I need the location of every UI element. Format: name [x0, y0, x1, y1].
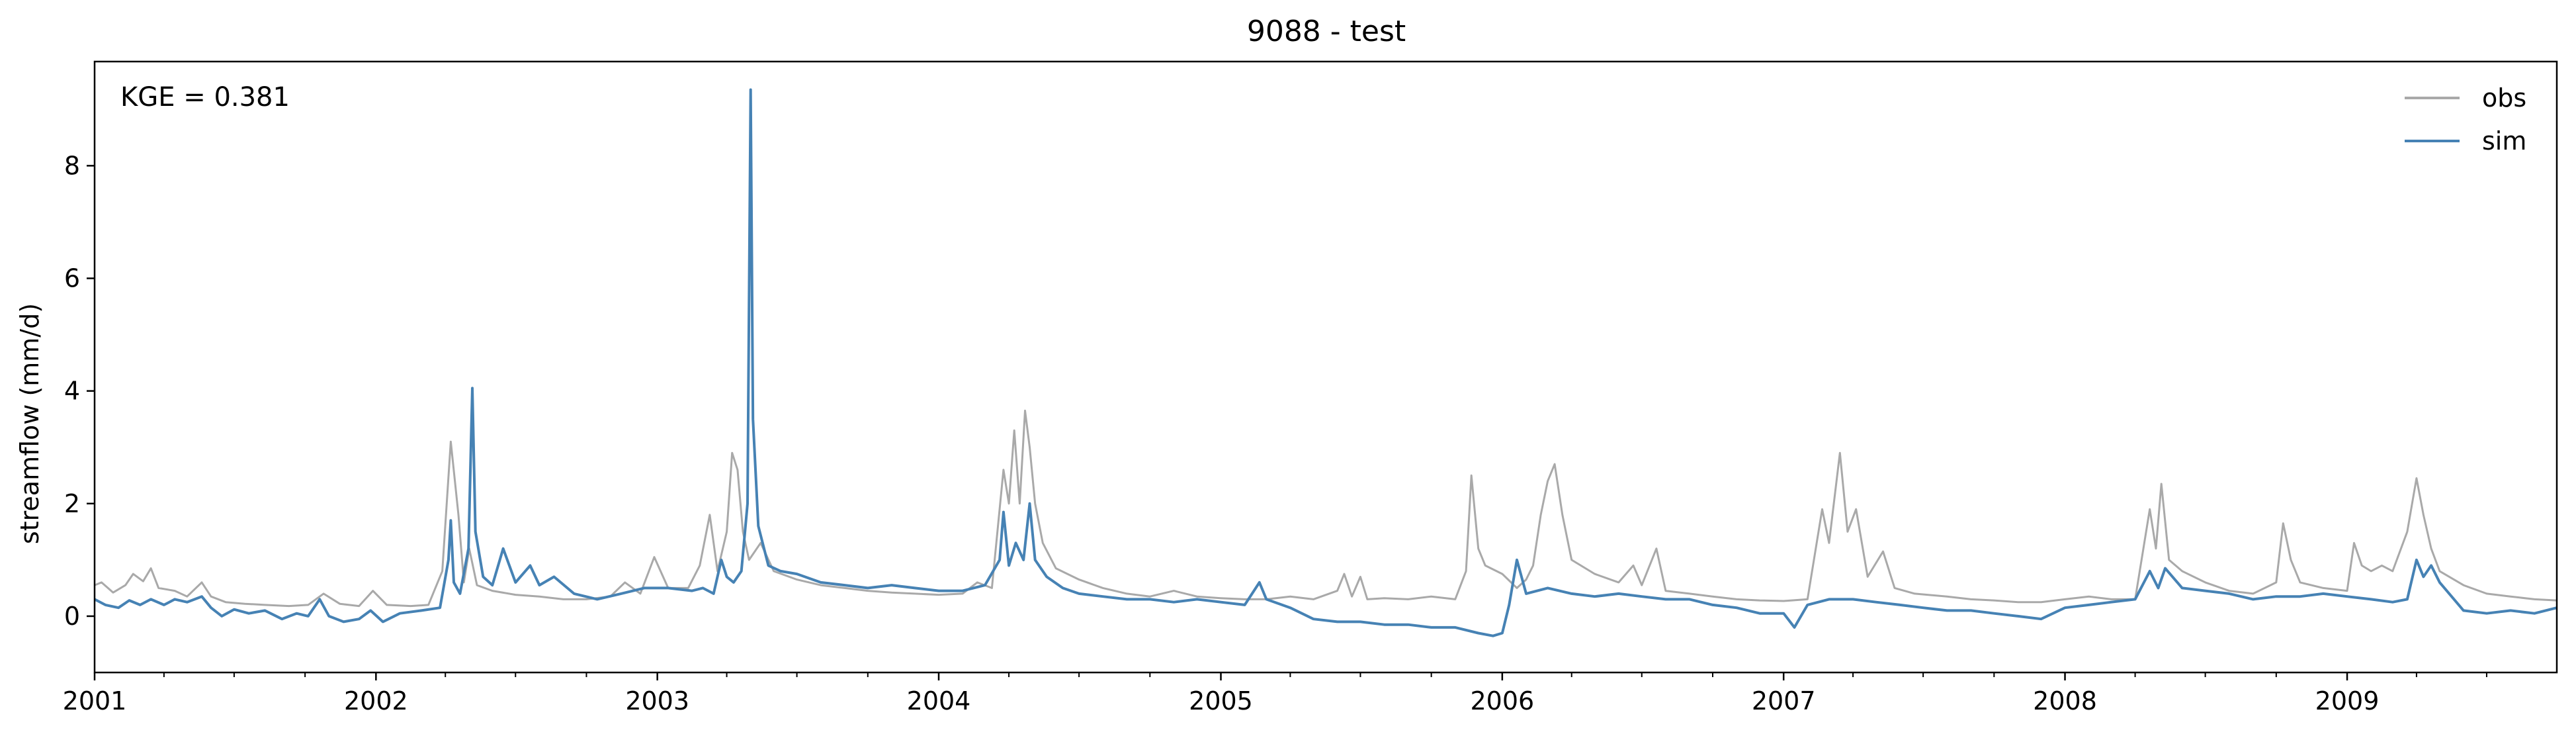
- x-tick-label: 2003: [625, 686, 689, 716]
- series-lines: [94, 88, 2557, 637]
- x-tick-label: 2002: [344, 686, 408, 716]
- chart-title: 9088 - test: [1247, 15, 1406, 48]
- y-tick-label: 0: [64, 602, 80, 631]
- series-line-sim: [94, 88, 2557, 637]
- x-tick-label: 2007: [1752, 686, 1816, 716]
- legend-label-obs: obs: [2482, 83, 2526, 113]
- plot-frame: [93, 60, 2558, 674]
- kge-annotation: KGE = 0.381: [120, 82, 290, 113]
- legend: obs sim: [2405, 83, 2526, 156]
- x-tick-label: 2008: [2033, 686, 2097, 716]
- x-tick-label: 2001: [63, 686, 127, 716]
- y-tick-label: 2: [64, 489, 80, 518]
- y-tick-label: 8: [64, 151, 80, 180]
- legend-label-sim: sim: [2482, 126, 2526, 156]
- plot-area: 0 2 4 6 8 2001 2002 2003 2004 2005 2006 2007 2008 200…: [63, 60, 2558, 716]
- y-axis-label: streamflow (mm/d): [15, 303, 44, 544]
- axis-ticks: 0 2 4 6 8 2001 2002 2003 2004 2005 2006 2007 2008 200…: [63, 151, 2487, 716]
- x-tick-label: 2006: [1470, 686, 1534, 716]
- x-tick-label: 2004: [907, 686, 971, 716]
- x-tick-label: 2005: [1189, 686, 1253, 716]
- y-tick-label: 6: [64, 264, 80, 293]
- x-tick-label: 2009: [2315, 686, 2380, 716]
- y-tick-label: 4: [64, 377, 80, 406]
